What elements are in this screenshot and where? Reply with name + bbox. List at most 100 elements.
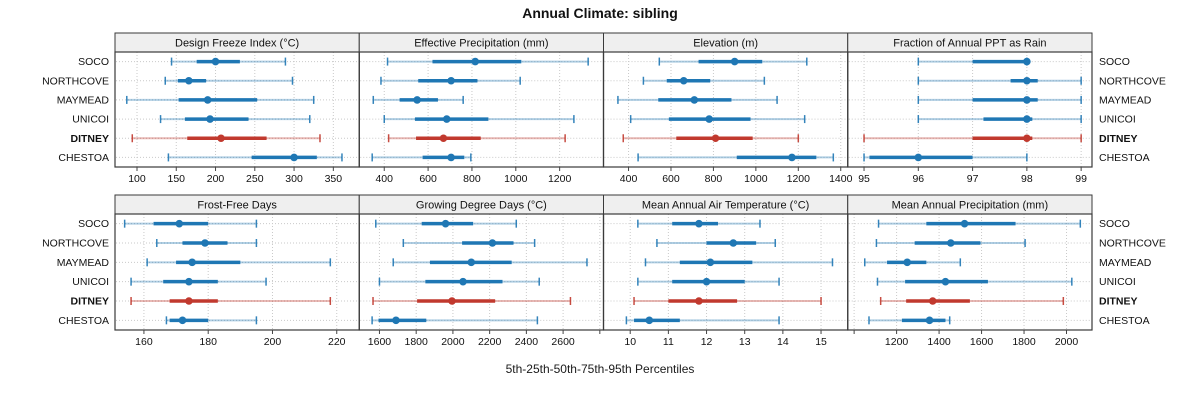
site-label-right: DITNEY: [1099, 296, 1138, 308]
median-dot-50th: [488, 239, 497, 247]
median-dot-50th: [459, 277, 467, 286]
site-label-left: NORTHCOVE: [42, 75, 109, 87]
axis-tick-label: 600: [419, 173, 437, 185]
axis-tick-label: 2600: [551, 336, 575, 348]
axis-tick-label: 14: [777, 336, 789, 348]
median-dot-50th: [203, 96, 212, 104]
axis-tick-label: 800: [705, 173, 723, 185]
chart-title: Annual Climate: sibling: [522, 5, 678, 21]
axis-tick-label: 2000: [441, 336, 465, 348]
strip-title: Elevation (m): [693, 38, 758, 50]
axis-tick-label: 1600: [970, 336, 994, 348]
axis-tick-label: 13: [739, 336, 751, 348]
axis-tick-label: 2400: [515, 336, 539, 348]
median-dot-50th: [679, 76, 688, 85]
median-dot-50th: [467, 258, 476, 267]
site-label-right: SOCO: [1099, 56, 1130, 68]
axis-tick-label: 11: [663, 336, 674, 348]
panel-border: [358, 213, 605, 331]
median-dot-50th: [1023, 134, 1031, 143]
strip-title: Mean Annual Air Temperature (°C): [642, 200, 809, 212]
median-dot-50th: [447, 76, 455, 85]
median-dot-50th: [185, 76, 193, 85]
median-dot-50th: [211, 57, 220, 66]
panel-border: [114, 213, 360, 331]
median-dot-50th: [442, 115, 451, 123]
axis-tick-label: 99: [1075, 173, 1087, 185]
axis-tick-label: 1400: [829, 173, 853, 185]
median-dot-50th: [447, 153, 455, 162]
site-label-left: MAYMEAD: [57, 257, 110, 269]
site-label-left: CHESTOA: [58, 152, 109, 164]
median-dot-50th: [471, 57, 480, 66]
panel-border: [847, 51, 1093, 168]
strip-title: Fraction of Annual PPT as Rain: [893, 38, 1046, 50]
site-label-left: DITNEY: [70, 296, 109, 308]
median-dot-50th: [946, 239, 955, 247]
median-dot-50th: [705, 115, 713, 123]
panel-border: [847, 213, 1093, 331]
median-dot-50th: [413, 96, 421, 104]
site-label-right: MAYMEAD: [1099, 94, 1152, 106]
strip-title: Mean Annual Precipitation (mm): [892, 200, 1049, 212]
median-dot-50th: [914, 153, 923, 162]
axis-tick-label: 250: [246, 173, 264, 185]
axis-tick-label: 220: [328, 336, 346, 348]
axis-tick-label: 1000: [504, 173, 528, 185]
axis-tick-label: 12: [701, 336, 713, 348]
median-dot-50th: [392, 316, 400, 325]
median-dot-50th: [178, 316, 187, 325]
panel-border: [114, 51, 360, 168]
axis-tick-label: 400: [620, 173, 638, 185]
axis-tick-label: 350: [325, 173, 343, 185]
axis-tick-label: 96: [912, 173, 924, 185]
axis-tick-label: 98: [1021, 173, 1033, 185]
strip-title: Effective Precipitation (mm): [414, 38, 548, 50]
site-label-left: SOCO: [78, 218, 109, 230]
axis-tick-label: 2000: [1055, 336, 1079, 348]
panel-border: [602, 213, 849, 331]
site-label-right: SOCO: [1099, 218, 1130, 230]
site-label-right: NORTHCOVE: [1099, 75, 1166, 87]
median-dot-50th: [185, 277, 193, 286]
site-label-right: NORTHCOVE: [1099, 238, 1166, 250]
axis-tick-label: 1200: [548, 173, 572, 185]
axis-tick-label: 600: [662, 173, 680, 185]
median-dot-50th: [439, 134, 448, 143]
site-label-left: CHESTOA: [58, 315, 109, 327]
axis-tick-label: 1800: [1012, 336, 1036, 348]
median-dot-50th: [441, 219, 450, 228]
axis-tick-label: 200: [207, 173, 225, 185]
median-dot-50th: [1023, 96, 1031, 104]
axis-tick-label: 1600: [368, 336, 392, 348]
axis-tick-label: 160: [135, 336, 153, 348]
strip-title: Growing Degree Days (°C): [416, 200, 547, 212]
axis-tick-label: 800: [463, 173, 481, 185]
median-dot-50th: [928, 297, 937, 305]
median-dot-50th: [206, 115, 214, 123]
axis-tick-label: 300: [285, 173, 303, 185]
median-dot-50th: [711, 134, 720, 143]
median-dot-50th: [1023, 57, 1031, 66]
axis-tick-label: 1400: [927, 336, 951, 348]
axis-tick-label: 95: [858, 173, 870, 185]
median-dot-50th: [960, 219, 969, 228]
median-dot-50th: [925, 316, 934, 325]
strip-title: Frost-Free Days: [197, 200, 277, 212]
axis-tick-label: 1200: [885, 336, 909, 348]
median-dot-50th: [695, 297, 703, 305]
median-dot-50th: [290, 153, 298, 162]
axis-tick-label: 97: [967, 173, 979, 185]
strip-title: Design Freeze Index (°C): [175, 38, 299, 50]
axis-tick-label: 2200: [478, 336, 502, 348]
median-dot-50th: [941, 277, 950, 286]
median-dot-50th: [217, 134, 225, 143]
axis-tick-label: 1800: [405, 336, 429, 348]
site-label-left: UNICOI: [72, 276, 109, 288]
axis-tick-label: 200: [264, 336, 282, 348]
site-label-left: UNICOI: [72, 114, 109, 126]
median-dot-50th: [702, 277, 711, 286]
median-dot-50th: [1023, 115, 1031, 123]
axis-tick-label: 100: [128, 173, 146, 185]
